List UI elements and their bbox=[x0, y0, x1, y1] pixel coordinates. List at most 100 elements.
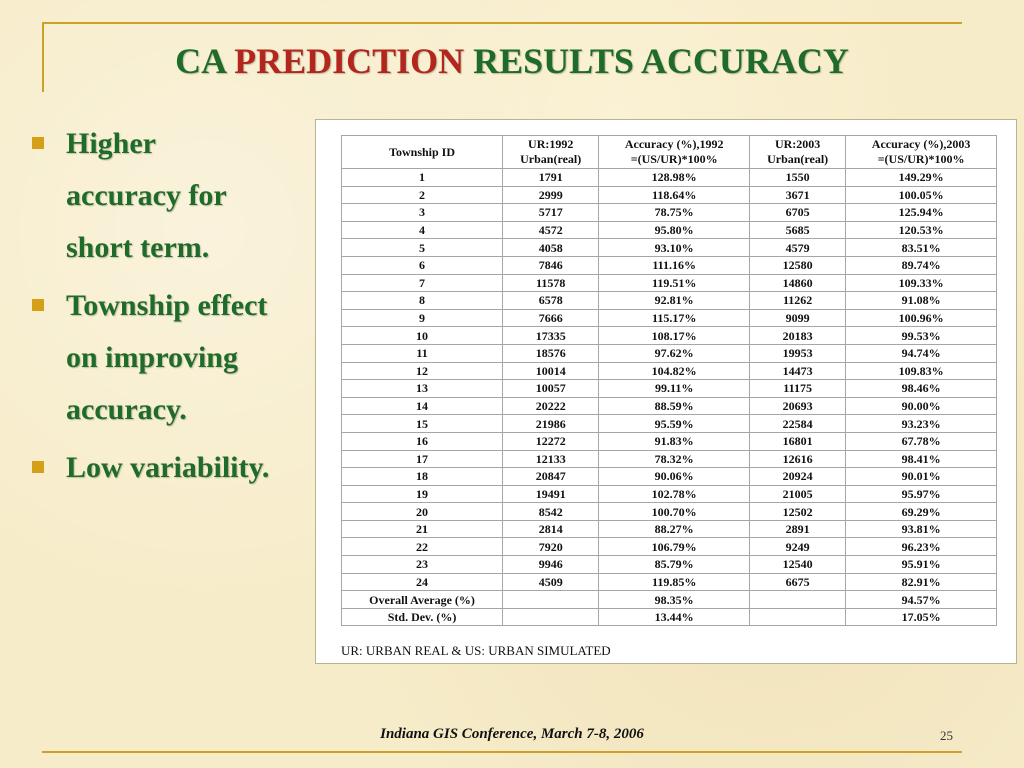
table-cell: 13 bbox=[340, 379, 504, 398]
table-row: 1 1791 128.98% 1550 149.29% bbox=[340, 168, 997, 187]
table-cell: 4058 bbox=[502, 238, 600, 257]
table-row: Std. Dev. (%) 13.44% 17.05% bbox=[340, 607, 997, 627]
table-cell: 111.16% bbox=[598, 255, 751, 275]
table-footnote: UR: URBAN REAL & US: URBAN SIMULATED bbox=[341, 643, 611, 658]
table-cell: 1550 bbox=[749, 168, 847, 187]
table-cell: 82.91% bbox=[845, 572, 997, 592]
table-cell: 14473 bbox=[749, 361, 847, 381]
table-cell: 12540 bbox=[749, 555, 847, 574]
table-cell: 106.79% bbox=[598, 537, 751, 557]
table-cell: 7920 bbox=[502, 537, 600, 557]
table-cell: 95.59% bbox=[598, 414, 751, 433]
table-header-cell: Township ID bbox=[340, 135, 504, 169]
table-cell: 2891 bbox=[749, 519, 847, 539]
table-cell: 11578 bbox=[502, 273, 600, 293]
accuracy-table: Township ID UR:1992 Urban(real) Accuracy (%… bbox=[340, 135, 997, 627]
bullet-line: short term. bbox=[66, 231, 210, 264]
table-row: Overall Average (%) 98.35% 94.57% bbox=[340, 590, 997, 609]
table-row: 23 9946 85.79% 12540 95.91% bbox=[340, 555, 997, 574]
table-cell: 104.82% bbox=[598, 361, 751, 381]
table-row: 13 10057 99.11% 11175 98.46% bbox=[340, 379, 997, 398]
bullet-item-3: Low variability. bbox=[28, 442, 318, 494]
table-cell: 88.59% bbox=[598, 396, 751, 416]
table-cell: 2999 bbox=[502, 185, 600, 205]
table-cell: 118.64% bbox=[598, 185, 751, 205]
table-row: 19 19491 102.78% 21005 95.97% bbox=[340, 484, 997, 504]
header-line: =(US/UR)*100% bbox=[630, 152, 718, 166]
table-row: 6 7846 111.16% 12580 89.74% bbox=[340, 255, 997, 275]
header-line: Urban(real) bbox=[767, 152, 829, 166]
table-cell: 98.35% bbox=[598, 590, 751, 609]
table-cell: 90.06% bbox=[598, 467, 751, 486]
table-cell: 12502 bbox=[749, 502, 847, 521]
table-cell: 88.27% bbox=[598, 519, 751, 539]
table-cell: 100.70% bbox=[598, 502, 751, 521]
table-cell: 20924 bbox=[749, 467, 847, 486]
title-part-results: RESULTS ACCURACY bbox=[464, 41, 849, 81]
table-row: 14 20222 88.59% 20693 90.00% bbox=[340, 396, 997, 416]
table-row: 12 10014 104.82% 14473 109.83% bbox=[340, 361, 997, 381]
bullet-item-1: Higher accuracy for short term. bbox=[28, 118, 318, 274]
table-cell: 6675 bbox=[749, 572, 847, 592]
table-cell: 5685 bbox=[749, 220, 847, 240]
table-header-cell: UR:2003 Urban(real) bbox=[749, 135, 847, 169]
table-cell: 89.74% bbox=[845, 255, 997, 275]
table-cell: 12580 bbox=[749, 255, 847, 275]
table-cell: 95.97% bbox=[845, 484, 997, 504]
table-row: 16 12272 91.83% 16801 67.78% bbox=[340, 431, 997, 451]
table-cell: 109.33% bbox=[845, 273, 997, 293]
table-row: 7 11578 119.51% 14860 109.33% bbox=[340, 273, 997, 293]
table-cell: 16 bbox=[340, 431, 504, 451]
table-cell: 119.51% bbox=[598, 273, 751, 293]
table-cell: 115.17% bbox=[598, 308, 751, 328]
table-cell: 90.01% bbox=[845, 467, 997, 486]
table-cell: 119.85% bbox=[598, 572, 751, 592]
table-cell: 12 bbox=[340, 361, 504, 381]
bullet-square-icon bbox=[32, 299, 44, 311]
table-cell: 96.23% bbox=[845, 537, 997, 557]
table-row: 20 8542 100.70% 12502 69.29% bbox=[340, 502, 997, 521]
table-cell: 94.74% bbox=[845, 343, 997, 363]
table-cell: 21005 bbox=[749, 484, 847, 504]
accent-rule-top bbox=[42, 22, 962, 24]
table-cell: 7666 bbox=[502, 308, 600, 328]
header-line: Urban(real) bbox=[520, 152, 582, 166]
table-cell: 78.32% bbox=[598, 449, 751, 469]
header-line: UR:1992 bbox=[528, 137, 574, 151]
table-cell: 19 bbox=[340, 484, 504, 504]
table-cell bbox=[502, 607, 600, 627]
table-cell: 100.96% bbox=[845, 308, 997, 328]
table-cell: 5 bbox=[340, 238, 504, 257]
table-cell: 90.00% bbox=[845, 396, 997, 416]
table-cell: Std. Dev. (%) bbox=[340, 607, 504, 627]
table-cell: 12616 bbox=[749, 449, 847, 469]
table-cell: 9099 bbox=[749, 308, 847, 328]
table-row: 18 20847 90.06% 20924 90.01% bbox=[340, 467, 997, 486]
table-cell: 94.57% bbox=[845, 590, 997, 609]
table-cell: 12133 bbox=[502, 449, 600, 469]
table-cell: 91.08% bbox=[845, 291, 997, 310]
table-row: 17 12133 78.32% 12616 98.41% bbox=[340, 449, 997, 469]
table-row: 9 7666 115.17% 9099 100.96% bbox=[340, 308, 997, 328]
table-cell: 92.81% bbox=[598, 291, 751, 310]
table-cell: 19953 bbox=[749, 343, 847, 363]
bullet-line: accuracy. bbox=[66, 393, 187, 426]
table-cell: 67.78% bbox=[845, 431, 997, 451]
table-cell: 125.94% bbox=[845, 203, 997, 222]
table-cell: 149.29% bbox=[845, 168, 997, 187]
table-cell: 98.41% bbox=[845, 449, 997, 469]
table-cell: 16801 bbox=[749, 431, 847, 451]
header-line: =(US/UR)*100% bbox=[877, 152, 965, 166]
table-cell: Overall Average (%) bbox=[340, 590, 504, 609]
bullet-line: Low variability. bbox=[66, 451, 270, 484]
table-cell: 14 bbox=[340, 396, 504, 416]
table-header-cell: Accuracy (%),2003 =(US/UR)*100% bbox=[845, 135, 997, 169]
table-cell: 21 bbox=[340, 519, 504, 539]
table-cell: 15 bbox=[340, 414, 504, 433]
table-cell: 95.91% bbox=[845, 555, 997, 574]
table-cell: 4 bbox=[340, 220, 504, 240]
table-header-cell: UR:1992 Urban(real) bbox=[502, 135, 600, 169]
bullet-square-icon bbox=[32, 137, 44, 149]
table-cell: 83.51% bbox=[845, 238, 997, 257]
table-cell: 10 bbox=[340, 326, 504, 345]
